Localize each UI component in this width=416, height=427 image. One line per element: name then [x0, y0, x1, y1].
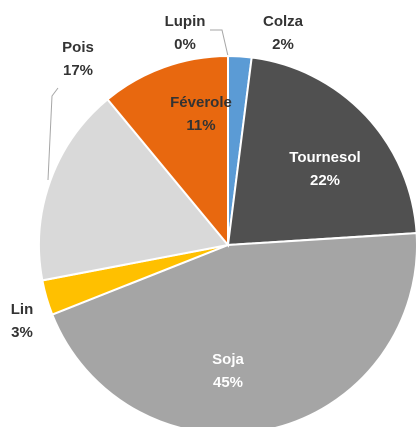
- slice-label: Lupin: [165, 13, 206, 30]
- slice-label: Colza: [263, 13, 304, 30]
- slice-value: 17%: [63, 62, 93, 79]
- slice-label: Pois: [62, 39, 94, 56]
- slice-label: Lin: [11, 301, 34, 318]
- slice-label: Soja: [212, 351, 244, 368]
- leader-line: [210, 29, 229, 57]
- slice-value: 0%: [174, 36, 196, 53]
- pie-slice: [50, 232, 416, 427]
- slice-label: Féverole: [170, 94, 232, 111]
- slice-value: 45%: [213, 374, 243, 391]
- slice-value: 22%: [310, 172, 340, 189]
- leader-line: [47, 87, 59, 181]
- pie-slice: [38, 97, 230, 282]
- pie-slice: [226, 56, 416, 247]
- pie-slice: [106, 54, 229, 248]
- slice-value: 2%: [272, 36, 294, 53]
- slice-label: Tournesol: [289, 149, 360, 166]
- slice-value: 3%: [11, 324, 33, 341]
- slice-value: 11%: [186, 117, 215, 134]
